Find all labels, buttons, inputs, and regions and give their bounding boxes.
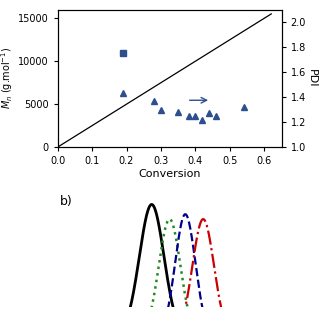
Y-axis label: PDI: PDI xyxy=(307,69,317,88)
Text: b): b) xyxy=(60,195,73,208)
X-axis label: Conversion: Conversion xyxy=(138,169,201,179)
Y-axis label: $M_n$ (g.mol$^{-1}$): $M_n$ (g.mol$^{-1}$) xyxy=(0,47,15,109)
